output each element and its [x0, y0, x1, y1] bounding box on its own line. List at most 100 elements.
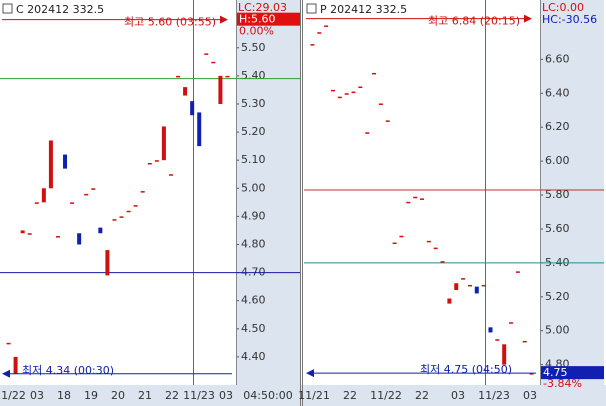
- candle: [529, 373, 534, 375]
- candle: [34, 202, 39, 204]
- max-label: 최고 5.60 (03:55): [124, 16, 216, 29]
- y-tick-label: 6.60: [545, 52, 570, 65]
- candle: [399, 235, 404, 238]
- candle: [447, 298, 452, 304]
- y-tick-label: 5.20: [545, 290, 570, 303]
- candle: [225, 75, 230, 78]
- max-arrow-head: [524, 14, 532, 23]
- candle: [344, 93, 349, 95]
- percent: -3.84%: [543, 377, 582, 390]
- price-box: [541, 366, 604, 380]
- candle: [488, 327, 493, 333]
- panel-title: C 202412 332.5: [16, 3, 104, 16]
- candle: [406, 201, 411, 204]
- x-tick-label: 11/21: [298, 389, 330, 402]
- percent: 0.00%: [239, 25, 274, 38]
- x-tick-label: 11/22: [370, 389, 402, 402]
- candle: [467, 284, 472, 287]
- candle: [218, 75, 223, 104]
- candle: [63, 154, 68, 169]
- candle: [509, 322, 514, 324]
- x-tick-label: 03: [219, 389, 233, 402]
- candle: [20, 230, 25, 234]
- last-change: LC:0.00: [542, 1, 584, 14]
- candle: [126, 210, 131, 213]
- max-label: 최고 6.84 (20:15): [428, 15, 520, 28]
- x-tick-label: 20: [111, 389, 125, 402]
- y-tick-label: 6.40: [545, 86, 570, 99]
- candle: [378, 103, 383, 105]
- candle: [161, 126, 166, 161]
- min-label: 최저 4.75 (04:50): [420, 363, 512, 376]
- candle: [515, 271, 520, 273]
- candle: [413, 196, 418, 199]
- x-tick-label: 22: [343, 389, 357, 402]
- time-label: 04:50:00: [243, 389, 292, 402]
- y-tick-label: 5.80: [545, 188, 570, 201]
- y-tick-label: 6.20: [545, 120, 570, 133]
- x-tick-label: 11/23: [183, 389, 215, 402]
- x-tick-label: 03: [30, 389, 44, 402]
- title-icon: [306, 3, 317, 14]
- candle: [522, 340, 527, 343]
- x-tick-label: 03: [523, 389, 537, 402]
- candle: [502, 344, 507, 365]
- candle: [474, 286, 479, 294]
- min-arrow-head: [306, 369, 314, 378]
- y-tick-label: 5.00: [241, 181, 266, 194]
- candle: [204, 53, 209, 55]
- candle: [55, 236, 60, 238]
- candle: [433, 247, 438, 250]
- y-tick-label: 5.00: [545, 324, 570, 337]
- y-tick-label: 5.60: [545, 222, 570, 235]
- candle: [48, 140, 53, 189]
- title-icon: [2, 3, 13, 14]
- price-box-label: H:5.60: [239, 13, 275, 26]
- candle: [426, 240, 431, 243]
- candle: [197, 112, 202, 147]
- last-change: LC:29.03: [238, 1, 287, 14]
- x-tick-label: 21: [138, 389, 152, 402]
- candle: [98, 227, 103, 234]
- candle: [358, 86, 363, 88]
- candle: [372, 72, 377, 75]
- y-tick-label: 4.90: [241, 209, 266, 222]
- y-tick-label: 5.30: [241, 97, 266, 110]
- candle: [84, 193, 89, 196]
- x-tick-label: 03: [451, 389, 465, 402]
- panel-title: P 202412 332.5: [320, 3, 407, 16]
- y-axis-area: [236, 0, 300, 385]
- candle: [91, 188, 96, 190]
- candle: [183, 87, 188, 96]
- candle: [392, 242, 397, 245]
- candle: [211, 61, 216, 64]
- candle: [190, 101, 195, 116]
- candle: [6, 342, 11, 345]
- y-tick-label: 5.50: [241, 41, 266, 54]
- price-box: [237, 12, 300, 26]
- candle: [337, 96, 342, 99]
- candle: [77, 233, 82, 245]
- candle: [147, 162, 152, 165]
- candle: [41, 188, 46, 203]
- y-tick-label: 5.40: [241, 69, 266, 82]
- candle: [330, 89, 335, 92]
- price-box-label: 4.75: [543, 366, 568, 379]
- candle: [461, 278, 466, 280]
- candle: [133, 205, 138, 207]
- min-label: 최저 4.34 (00:30): [22, 364, 114, 377]
- candle: [70, 202, 75, 204]
- hc-label: HC:-30.56: [542, 13, 597, 26]
- candle: [365, 132, 370, 134]
- candle: [168, 174, 173, 176]
- candle: [119, 216, 124, 218]
- x-tick-label: 22: [415, 389, 429, 402]
- candle: [112, 219, 117, 221]
- candle: [440, 261, 445, 263]
- y-tick-label: 4.50: [241, 322, 266, 335]
- min-arrow-head: [2, 369, 10, 378]
- max-arrow-head: [220, 15, 228, 24]
- candle: [495, 339, 500, 341]
- candle: [481, 284, 486, 287]
